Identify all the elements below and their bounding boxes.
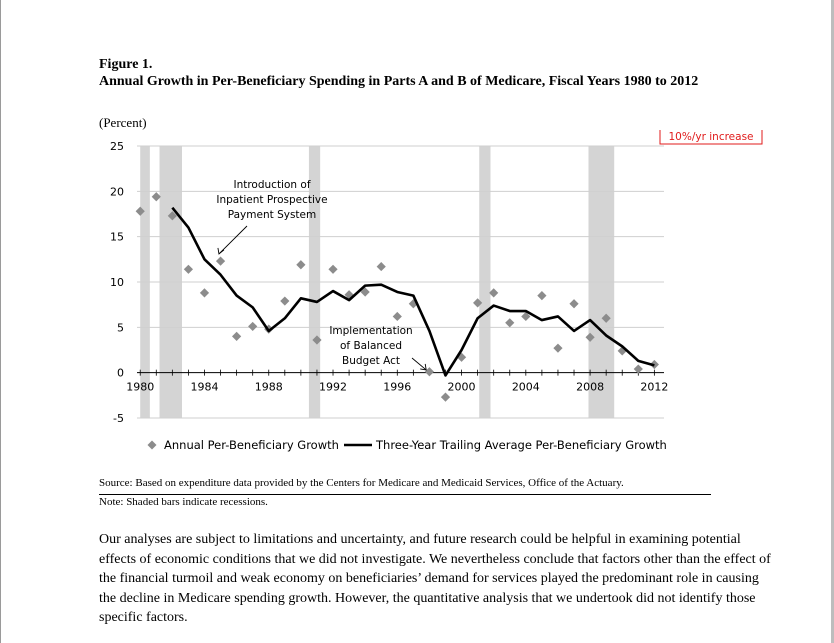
x-tick-label: 1984: [190, 381, 218, 394]
data-point: [280, 296, 290, 306]
data-point: [553, 343, 563, 353]
y-tick-label: 20: [110, 185, 124, 198]
data-point: [312, 335, 322, 345]
x-tick-label: 2000: [448, 381, 476, 394]
data-point: [617, 346, 627, 356]
figure-unit-label: (Percent): [99, 115, 147, 130]
data-point: [424, 367, 435, 377]
data-point: [585, 332, 595, 342]
window-left-edge: [0, 0, 1, 643]
data-point: [215, 256, 226, 266]
y-tick-label: 25: [110, 140, 124, 153]
data-point: [167, 211, 177, 221]
data-point: [135, 206, 145, 216]
legend-label-average: Three-Year Trailing Average Per-Benefici…: [375, 438, 667, 452]
annotation-bba-arrowhead: [420, 363, 427, 371]
x-tick-label: 2008: [576, 381, 604, 394]
figure-source: Source: Based on expenditure data provid…: [99, 477, 624, 489]
data-point: [183, 264, 194, 274]
data-point: [248, 321, 258, 332]
data-point: [601, 313, 611, 323]
figure-label: Figure 1.: [99, 57, 153, 72]
annotation-bba-line: of Balanced: [340, 340, 402, 352]
data-point: [360, 287, 370, 297]
x-tick-label: 2012: [640, 381, 668, 394]
y-tick-label: 5: [117, 321, 124, 334]
data-point: [199, 288, 210, 298]
data-point: [440, 392, 451, 402]
medicare-growth-chart: 25 20 15 10 5 0 -5 1980 1984 1988 1992 1996 2000 2004…: [110, 130, 763, 452]
y-tick-label: 0: [117, 367, 124, 380]
body-paragraph: Our analyses are subject to limitations …: [99, 532, 771, 625]
annotation-bba-arrow: [411, 357, 427, 371]
data-point: [232, 331, 242, 341]
data-point: [408, 299, 418, 309]
data-point: [151, 192, 161, 202]
callout-box: [659, 130, 763, 145]
x-tick-label: 1980: [126, 381, 154, 394]
figure-note: Note: Shaded bars indicate recessions.: [99, 496, 268, 508]
annotation-ipps-arrow: [218, 225, 248, 255]
data-point: [489, 288, 499, 298]
data-point: [473, 298, 483, 308]
data-point: [328, 264, 338, 274]
annotation-bba-line: Budget Act: [342, 355, 400, 367]
annotation-bba-line: Implementation: [329, 325, 412, 337]
data-point: [537, 291, 547, 301]
source-divider: [99, 494, 711, 495]
data-point: [392, 311, 402, 322]
data-point: [296, 260, 306, 270]
annotation-ipps-line: Introduction of: [233, 179, 310, 191]
figure-heading: Annual Growth in Per-Beneficiary Spendin…: [99, 74, 699, 89]
legend-label-annual: Annual Per-Beneficiary Growth: [164, 438, 339, 452]
callout-text: 10%/yr increase: [669, 131, 754, 143]
data-point: [569, 299, 579, 309]
y-tick-label: 10: [110, 276, 124, 289]
data-point: [376, 261, 386, 272]
x-tick-label: 1992: [319, 381, 347, 394]
x-tick-label: 1996: [383, 381, 411, 394]
y-tick-label: -5: [113, 412, 124, 425]
window-scrollbar-edge[interactable]: [831, 0, 834, 643]
x-tick-label: 1988: [255, 381, 283, 394]
figure-title: Figure 1. Annual Growth in Per-Beneficia…: [99, 56, 739, 90]
y-tick-label: 15: [110, 231, 124, 244]
x-tick-label: 2004: [512, 381, 540, 394]
series-line-three-year-average: [171, 206, 655, 377]
annotation-ipps-line: Inpatient Prospective: [216, 194, 327, 206]
data-point: [505, 318, 515, 328]
annotation-ipps-arrowhead: [217, 247, 225, 255]
legend-marker-annual: [147, 440, 157, 450]
annotation-ipps-line: Payment System: [228, 209, 316, 221]
